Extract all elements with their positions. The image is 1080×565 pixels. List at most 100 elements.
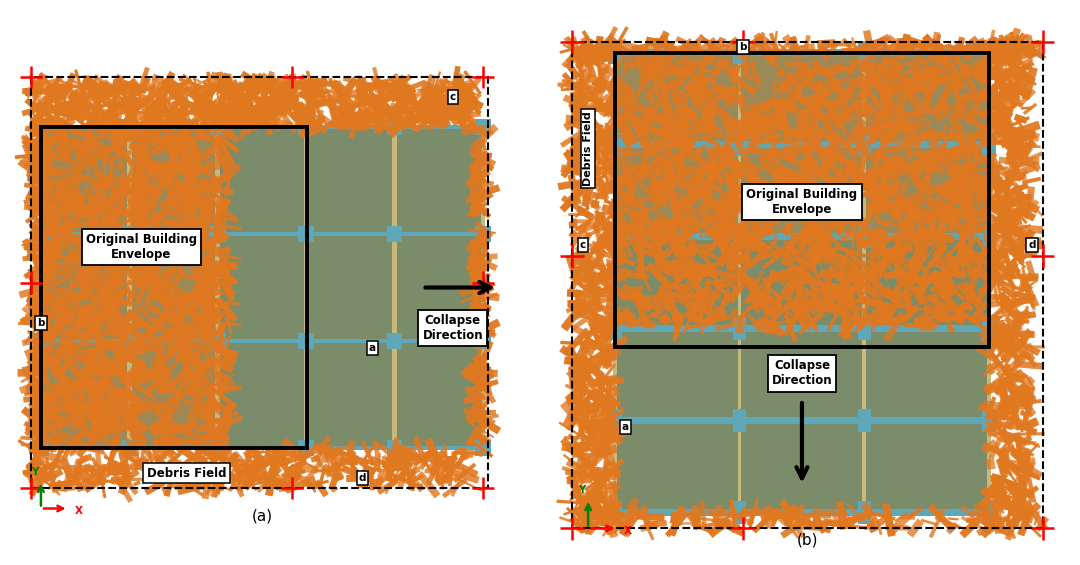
Bar — [912, 227, 928, 262]
Bar — [53, 83, 63, 94]
Bar — [217, 376, 229, 397]
Bar — [85, 384, 109, 392]
Bar — [927, 303, 950, 319]
Bar — [581, 307, 604, 313]
Bar — [90, 89, 99, 98]
Bar — [206, 354, 234, 374]
Bar — [816, 39, 836, 49]
Bar — [118, 95, 137, 110]
Bar — [1001, 381, 1008, 392]
Bar — [179, 133, 188, 160]
Bar — [40, 405, 49, 436]
Bar — [35, 312, 45, 323]
Bar — [46, 440, 60, 450]
Bar — [600, 43, 623, 63]
Bar — [349, 76, 366, 93]
Bar — [622, 497, 639, 531]
Bar — [568, 53, 593, 69]
Bar — [134, 403, 144, 410]
Bar — [461, 106, 478, 135]
Bar — [816, 148, 825, 153]
Bar — [170, 116, 185, 130]
Bar — [149, 215, 160, 225]
Bar — [49, 259, 75, 270]
Bar — [917, 235, 927, 245]
Bar — [742, 206, 760, 227]
Bar — [233, 90, 240, 99]
Bar — [1022, 73, 1032, 82]
Bar — [216, 127, 220, 448]
Bar — [321, 93, 339, 98]
Bar — [328, 454, 345, 481]
Bar — [111, 97, 138, 118]
Bar — [168, 301, 180, 331]
Bar — [151, 446, 164, 472]
Bar — [784, 302, 793, 309]
Bar — [739, 192, 758, 203]
Bar — [85, 135, 99, 148]
Bar — [166, 446, 180, 458]
Bar — [866, 317, 882, 327]
Bar — [654, 233, 687, 245]
Bar — [134, 129, 144, 137]
Bar — [984, 267, 996, 293]
Bar — [747, 124, 768, 149]
Bar — [947, 283, 966, 301]
Bar — [114, 114, 123, 136]
Bar — [25, 309, 55, 320]
Bar — [354, 101, 378, 107]
Bar — [950, 102, 970, 119]
Bar — [840, 234, 849, 242]
Bar — [926, 324, 934, 333]
Bar — [1017, 192, 1025, 207]
Bar — [1013, 400, 1029, 409]
Bar — [905, 69, 929, 97]
Bar — [922, 33, 950, 64]
Bar — [195, 395, 215, 415]
Bar — [842, 298, 862, 309]
Bar — [632, 210, 650, 221]
Bar — [21, 442, 43, 446]
Bar — [60, 103, 77, 116]
Bar — [163, 355, 183, 375]
Bar — [1013, 129, 1030, 138]
Bar — [203, 72, 218, 100]
Bar — [189, 203, 215, 212]
Bar — [717, 87, 728, 99]
Bar — [578, 182, 590, 210]
Bar — [93, 389, 108, 404]
Bar — [202, 446, 217, 462]
Bar — [867, 172, 889, 180]
Bar — [904, 59, 931, 66]
Bar — [955, 86, 962, 119]
Bar — [728, 198, 737, 212]
Bar — [658, 179, 676, 195]
Bar — [606, 191, 620, 216]
Bar — [984, 55, 1008, 75]
Bar — [130, 145, 136, 155]
Bar — [448, 90, 473, 117]
Bar — [693, 144, 706, 154]
Bar — [1005, 339, 1016, 348]
Bar — [127, 206, 136, 215]
Bar — [199, 275, 215, 286]
Bar — [1014, 114, 1028, 124]
Bar — [124, 131, 133, 138]
Bar — [934, 242, 949, 259]
Bar — [987, 113, 1002, 127]
Bar — [139, 138, 150, 169]
Bar — [311, 455, 321, 463]
Bar — [627, 291, 634, 299]
Bar — [192, 90, 215, 109]
Bar — [55, 373, 71, 384]
Bar — [22, 238, 42, 267]
Bar — [295, 81, 312, 98]
Bar — [281, 437, 308, 460]
Bar — [434, 105, 447, 123]
Bar — [789, 128, 795, 137]
Bar — [174, 126, 189, 154]
Bar — [577, 135, 600, 160]
Bar — [580, 398, 593, 411]
Bar — [95, 337, 126, 350]
Bar — [97, 467, 126, 471]
